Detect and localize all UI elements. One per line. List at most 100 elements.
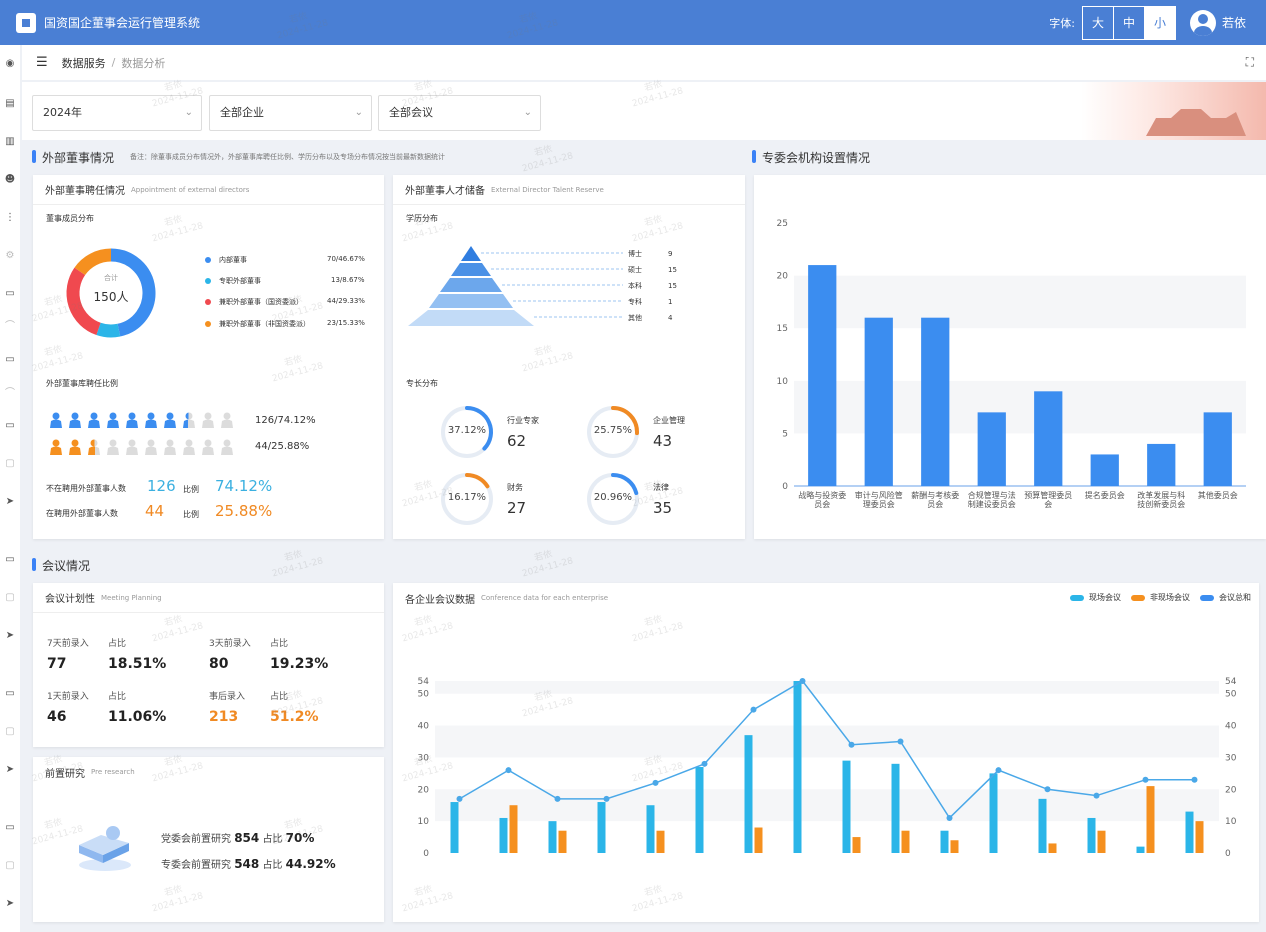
total-point[interactable]	[848, 741, 855, 748]
committee-bar[interactable]	[1090, 454, 1119, 486]
offsite-bar[interactable]	[901, 830, 910, 853]
tree-icon[interactable]: ⋮	[5, 212, 15, 223]
total-point[interactable]	[995, 767, 1002, 774]
offsite-bar[interactable]	[950, 840, 959, 853]
total-point[interactable]	[505, 767, 512, 774]
breadcrumb-current: 数据分析	[121, 56, 166, 70]
monitor-icon[interactable]: ▭	[5, 420, 15, 431]
offsite-bar[interactable]	[558, 830, 567, 853]
offsite-bar[interactable]	[656, 830, 665, 853]
total-point[interactable]	[897, 738, 904, 745]
fullscreen-icon[interactable]: ⛶	[1245, 55, 1254, 69]
donut-slice[interactable]	[66, 267, 101, 336]
committee-bar[interactable]	[921, 317, 950, 486]
total-point[interactable]	[603, 795, 610, 802]
offsite-bar[interactable]	[852, 837, 861, 853]
committee-bar[interactable]	[977, 412, 1006, 486]
monitor-icon[interactable]: ▭	[5, 354, 15, 365]
meeting-select[interactable]: 全部会议 ⌄	[378, 95, 541, 131]
total-point[interactable]	[1142, 776, 1149, 783]
total-point[interactable]	[652, 779, 659, 786]
offsite-bar[interactable]	[754, 827, 763, 853]
user-avatar-icon[interactable]	[1189, 9, 1216, 36]
onsite-bar[interactable]	[891, 763, 900, 853]
committee-bar[interactable]	[1034, 391, 1063, 486]
people-row-blue	[49, 412, 249, 430]
offsite-bar[interactable]	[1146, 786, 1155, 853]
document-icon[interactable]: ▤	[5, 98, 15, 109]
send-icon[interactable]: ➤	[5, 630, 15, 641]
onsite-bar[interactable]	[1087, 817, 1096, 853]
font-small-button[interactable]: 小	[1143, 5, 1176, 40]
donut-slice[interactable]	[74, 248, 112, 276]
monitor-icon[interactable]: ▭	[5, 688, 15, 699]
briefcase-icon[interactable]: ▢	[5, 458, 15, 469]
committee-bar[interactable]	[1147, 443, 1176, 486]
company-select[interactable]: 全部企业 ⌄	[209, 95, 372, 131]
donut-slice[interactable]	[110, 248, 156, 337]
offsite-bar[interactable]	[1195, 821, 1204, 853]
total-point[interactable]	[750, 706, 757, 713]
arc-icon[interactable]: ⌒	[5, 321, 15, 332]
onsite-bar[interactable]	[646, 805, 655, 853]
send-icon[interactable]: ➤	[5, 764, 15, 775]
users-icon[interactable]: ☻	[4, 174, 16, 185]
briefcase-icon[interactable]: ▢	[5, 860, 15, 871]
gear-icon[interactable]: ⚙	[5, 250, 15, 261]
bar-chart-icon[interactable]: ▥	[5, 136, 15, 147]
onsite-bar[interactable]	[548, 821, 557, 853]
offsite-bar[interactable]	[1097, 830, 1106, 853]
committee-bar[interactable]	[864, 317, 893, 486]
total-point[interactable]	[1093, 792, 1100, 799]
legend-item[interactable]: 非现场会议	[1131, 592, 1190, 603]
onsite-bar[interactable]	[940, 830, 949, 853]
legend-item[interactable]: 会议总和	[1200, 592, 1251, 603]
legend-item[interactable]: 现场会议	[1070, 592, 1121, 603]
breadcrumb-parent[interactable]: 数据服务	[61, 56, 106, 70]
year-select[interactable]: 2024年 ⌄	[32, 95, 202, 131]
onsite-bar[interactable]	[1038, 798, 1047, 853]
briefcase-icon[interactable]: ▢	[5, 592, 15, 603]
committee-bar[interactable]	[808, 265, 837, 486]
onsite-bar[interactable]	[597, 802, 606, 853]
monitor-icon[interactable]: ▭	[5, 554, 15, 565]
total-point[interactable]	[554, 795, 561, 802]
onsite-bar[interactable]	[1185, 811, 1194, 853]
monitor-icon[interactable]: ▭	[5, 822, 15, 833]
total-point[interactable]	[1044, 786, 1051, 793]
send-icon[interactable]: ➤	[5, 496, 15, 507]
donut-slice[interactable]	[96, 322, 121, 338]
ring-name: 财务	[507, 483, 523, 492]
onsite-bar[interactable]	[1136, 846, 1145, 853]
specialty-ring	[441, 473, 493, 525]
onsite-bar[interactable]	[450, 802, 459, 853]
onsite-bar[interactable]	[744, 735, 753, 853]
edu-label: 学历分布	[406, 214, 438, 223]
edu-value: 15	[668, 266, 677, 274]
onsite-bar[interactable]	[695, 767, 704, 853]
menu-toggle-icon[interactable]: ☰	[36, 55, 48, 70]
card-title: 各企业会议数据	[405, 594, 475, 606]
total-point[interactable]	[701, 760, 708, 767]
onsite-bar[interactable]	[499, 817, 508, 853]
dashboard-icon[interactable]: ◉	[5, 58, 15, 69]
total-point[interactable]	[1191, 776, 1198, 783]
total-point[interactable]	[799, 678, 806, 684]
total-point[interactable]	[946, 814, 953, 821]
offsite-bar[interactable]	[509, 805, 518, 853]
total-point[interactable]	[456, 795, 463, 802]
onsite-bar[interactable]	[793, 681, 802, 853]
pre-research-card: 前置研究 Pre research 党委会前置研究 854 占比 70% 专委会…	[33, 757, 384, 922]
onsite-bar[interactable]	[989, 773, 998, 853]
briefcase-icon[interactable]: ▢	[5, 726, 15, 737]
committee-bar[interactable]	[1203, 412, 1232, 486]
font-medium-button[interactable]: 中	[1112, 5, 1145, 40]
send-icon[interactable]: ➤	[5, 898, 15, 909]
onsite-bar[interactable]	[842, 760, 851, 853]
font-large-button[interactable]: 大	[1081, 5, 1114, 40]
monitor-icon[interactable]: ▭	[5, 288, 15, 299]
arc-icon[interactable]: ⌒	[5, 388, 15, 399]
username[interactable]: 若依	[1221, 16, 1246, 30]
offsite-bar[interactable]	[1048, 843, 1057, 853]
